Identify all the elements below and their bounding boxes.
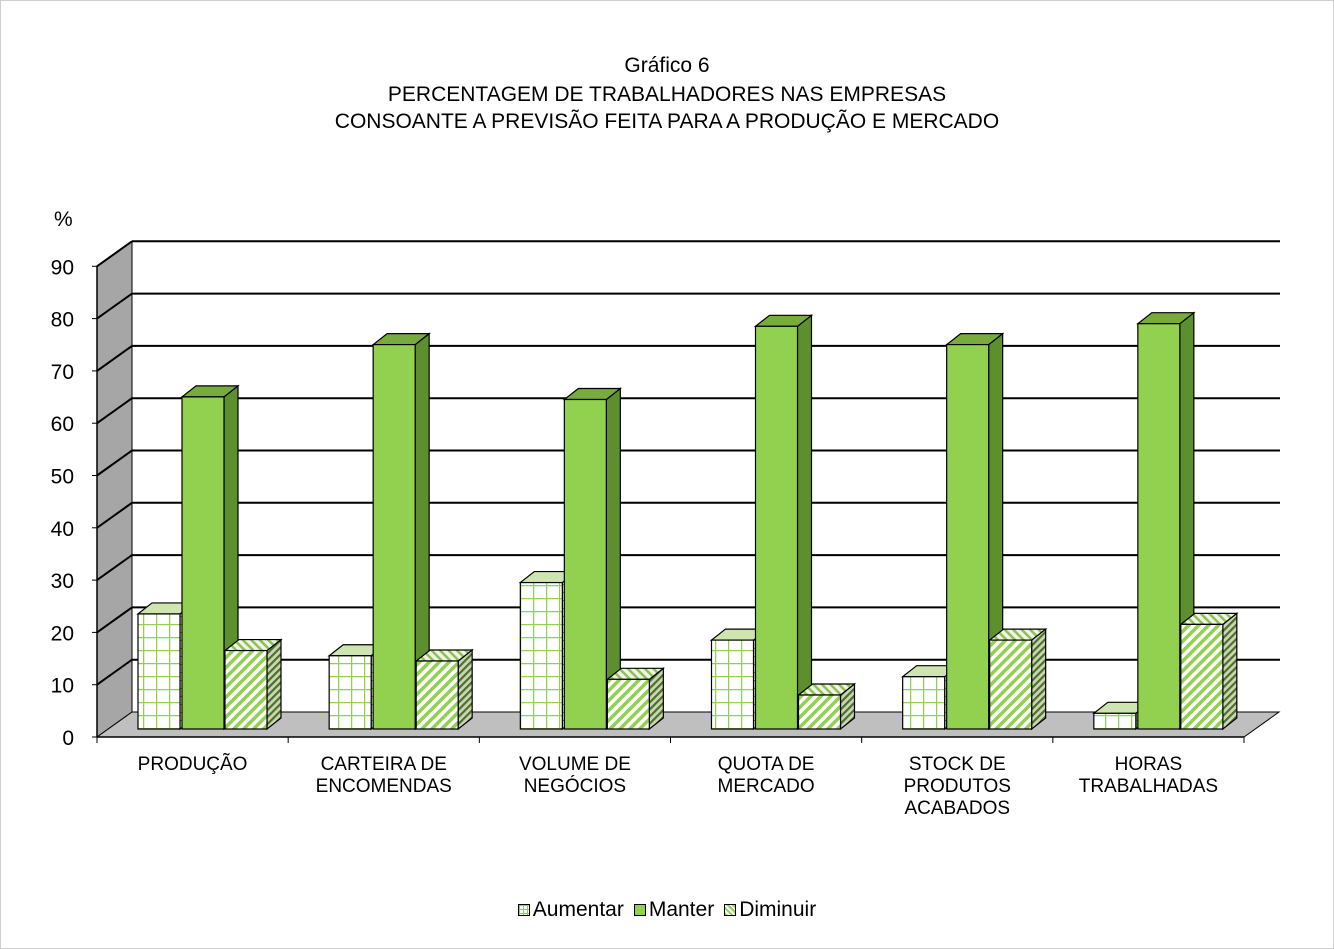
legend-swatch-manter xyxy=(633,904,646,916)
bar-front-diminuir-1 xyxy=(224,649,268,730)
bar-front-manter-2 xyxy=(372,343,416,730)
y-tick-label-70: 70 xyxy=(51,361,74,384)
bar-diminuir-3 xyxy=(605,667,666,731)
wall-gridline-40 xyxy=(96,501,133,529)
legend-label-manter: Manter xyxy=(648,898,715,921)
legend-item-manter: Manter xyxy=(633,898,715,922)
wall-gridline-80 xyxy=(96,292,133,320)
bar-front-aumentar-4 xyxy=(710,639,755,730)
x-tick-label-5-line-1: STOCK DE xyxy=(909,754,1006,775)
legend-label-aumentar: Aumentar xyxy=(532,898,624,921)
x-tick-label-3: VOLUME DE NEGÓCIOS xyxy=(519,754,631,797)
y-tick-label-60: 60 xyxy=(51,413,74,436)
bar-front-diminuir-4 xyxy=(797,694,842,730)
bar-diminuir-2 xyxy=(414,648,474,731)
y-tick-label-10: 10 xyxy=(51,675,74,698)
y-tick-label-40: 40 xyxy=(51,518,74,541)
x-tick-label-5-line-3: ACABADOS xyxy=(904,798,1010,819)
wall-gridline-60 xyxy=(96,397,133,425)
wall-gridline-90 xyxy=(96,240,133,268)
bar-front-manter-5 xyxy=(946,343,990,730)
x-tick-label-6-line-1: HORAS xyxy=(1115,754,1183,775)
wall-gridline-30 xyxy=(96,554,133,581)
y-tick-label-80: 80 xyxy=(51,309,74,332)
bar-diminuir-1 xyxy=(223,638,283,731)
y-tick-label-90: 90 xyxy=(51,256,74,279)
legend-swatch-diminuir xyxy=(724,904,737,916)
wall-gridline-20 xyxy=(96,606,133,634)
bar-front-manter-1 xyxy=(181,396,225,730)
wall-gridline-50 xyxy=(96,449,133,477)
x-tick-label-5: STOCK DE PRODUTOS ACABADOS xyxy=(904,754,1011,819)
bar-manter-5 xyxy=(944,332,1005,731)
x-tick-label-6: HORAS TRABALHADAS xyxy=(1079,754,1218,797)
bar-front-diminuir-3 xyxy=(606,678,650,730)
bar-front-aumentar-3 xyxy=(519,581,563,730)
x-tick-label-1: PRODUÇÃO xyxy=(138,753,248,775)
bar-front-aumentar-2 xyxy=(328,655,372,730)
bar-manter-2 xyxy=(371,332,431,731)
bar-front-diminuir-6 xyxy=(1180,623,1224,730)
legend-item-aumentar: Aumentar xyxy=(517,898,624,922)
chart-title-line-3: CONSOANTE A PREVISÃO FEITA PARA A PRODUÇ… xyxy=(334,110,1000,133)
chart-legend: Aumentar Manter Diminuir xyxy=(0,898,1334,922)
y-tick-label-0: 0 xyxy=(62,727,74,750)
chart-title-line-1: Gráfico 6 xyxy=(624,54,710,77)
bar-manter-3 xyxy=(562,387,623,731)
y-tick-label-30: 30 xyxy=(51,570,74,593)
wall-gridline-10 xyxy=(96,658,133,686)
bar-front-diminuir-5 xyxy=(989,639,1033,730)
legend-label-diminuir: Diminuir xyxy=(739,898,817,921)
x-tick-label-3-line-1: VOLUME DE xyxy=(519,754,631,775)
x-tick-label-2-line-2: ENCOMENDAS xyxy=(316,776,452,797)
legend-swatch-aumentar xyxy=(517,904,530,916)
bar-front-manter-6 xyxy=(1137,323,1181,730)
bar-manter-4 xyxy=(753,314,814,731)
bar-diminuir-6 xyxy=(1179,612,1239,731)
x-tick-label-2: CARTEIRA DE ENCOMENDAS xyxy=(316,754,452,797)
y-tick-label-50: 50 xyxy=(51,466,74,489)
x-tick-label-3-line-2: NEGÓCIOS xyxy=(524,775,626,797)
bar-side-manter-4 xyxy=(796,314,813,731)
x-tick-label-4-line-1: QUOTA DE xyxy=(718,754,815,775)
bar-front-manter-4 xyxy=(754,325,799,730)
bar-front-aumentar-5 xyxy=(902,676,946,730)
x-tick-label-4: QUOTA DE MERCADO xyxy=(718,754,815,797)
bar-front-diminuir-2 xyxy=(415,660,459,730)
x-tick-label-5-line-2: PRODUTOS xyxy=(904,776,1011,797)
bar-side-diminuir-6 xyxy=(1222,612,1238,731)
y-axis-label: % xyxy=(54,208,73,231)
chart-title-line-2: PERCENTAGEM DE TRABALHADORES NAS EMPRESA… xyxy=(387,83,947,106)
x-tick-label-4-line-2: MERCADO xyxy=(718,776,815,797)
bar-front-aumentar-1 xyxy=(137,613,181,730)
legend-item-diminuir: Diminuir xyxy=(724,898,816,922)
bar-diminuir-5 xyxy=(987,627,1048,731)
y-tick-label-20: 20 xyxy=(51,622,74,645)
bar-manter-1 xyxy=(180,384,240,731)
x-tick-label-1-line-1: PRODUÇÃO xyxy=(138,753,248,775)
bar-front-manter-3 xyxy=(563,398,607,730)
wall-gridline-70 xyxy=(96,345,133,372)
bar-side-diminuir-5 xyxy=(1031,627,1047,731)
x-tick-label-6-line-2: TRABALHADAS xyxy=(1079,776,1218,797)
bar-side-diminuir-2 xyxy=(457,648,473,731)
bar-side-diminuir-1 xyxy=(266,638,282,731)
bar-front-aumentar-6 xyxy=(1093,712,1137,730)
bar-diminuir-4 xyxy=(796,682,857,731)
x-tick-label-2-line-1: CARTEIRA DE xyxy=(321,754,447,775)
